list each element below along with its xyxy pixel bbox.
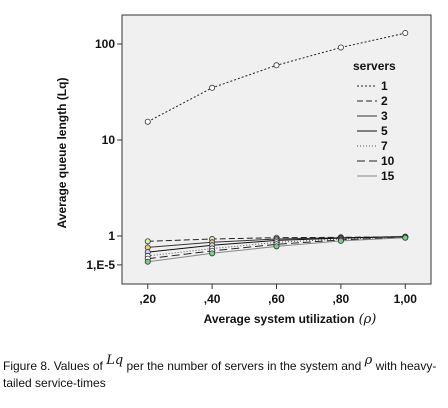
series-1: [144, 30, 409, 125]
legend-label: 7: [381, 139, 388, 153]
caption-middle: per the number of servers in the system …: [126, 359, 362, 373]
line-chart: 100 10 1 1,E-5 ,20 ,40 ,60 ,80 1,00 Average que…: [55, 14, 432, 327]
legend-background: [342, 53, 418, 189]
legend-label: 3: [381, 109, 388, 123]
x-tick-label: ,40: [204, 292, 221, 306]
x-tick-label: ,20: [139, 292, 156, 306]
legend-label: 5: [381, 124, 388, 138]
legend-label: 10: [381, 154, 395, 168]
y-tick-label: 100: [95, 37, 115, 51]
series-15: [144, 234, 409, 265]
x-tick-label: ,80: [333, 292, 350, 306]
legend-label: 2: [381, 94, 388, 108]
y-tick-label: 10: [102, 133, 116, 147]
caption-rho-symbol: ρ: [364, 353, 373, 368]
legend-label: 1: [381, 79, 388, 93]
legend-label: 15: [381, 169, 395, 183]
x-axis-label: Average system utilization (ρ): [204, 312, 377, 327]
caption-lq-symbol: Lq: [106, 353, 124, 368]
series-line: [147, 237, 406, 260]
y-ticks: 100 10 1 1,E-5: [86, 37, 122, 272]
data-point: [337, 237, 344, 244]
data-point: [402, 234, 409, 241]
data-point: [337, 44, 344, 51]
x-axis-label-symbol: (ρ): [359, 312, 377, 327]
data-point: [273, 62, 280, 69]
data-point: [273, 243, 280, 250]
legend-title: servers: [353, 59, 396, 73]
x-tick-label: 1,00: [394, 292, 418, 306]
data-point: [144, 118, 151, 125]
x-ticks: ,20 ,40 ,60 ,80 1,00: [139, 284, 417, 306]
x-axis-label-text: Average system utilization: [204, 312, 355, 326]
data-point: [402, 30, 409, 37]
data-point: [144, 238, 151, 245]
x-tick-label: ,60: [268, 292, 285, 306]
data-point: [209, 84, 216, 91]
y-axis-label: Average queue length (Lq): [55, 78, 69, 229]
figure-caption: Figure 8. Values of Lq per the number of…: [3, 353, 445, 391]
caption-before: Figure 8. Values of: [3, 359, 103, 373]
caption-after: with heavy-tailed service-times: [3, 359, 437, 390]
y-tick-label: 1: [108, 229, 115, 243]
data-point: [209, 250, 216, 257]
y-tick-label: 1,E-5: [86, 258, 115, 272]
series-layer: [144, 30, 409, 265]
data-point: [144, 258, 151, 265]
